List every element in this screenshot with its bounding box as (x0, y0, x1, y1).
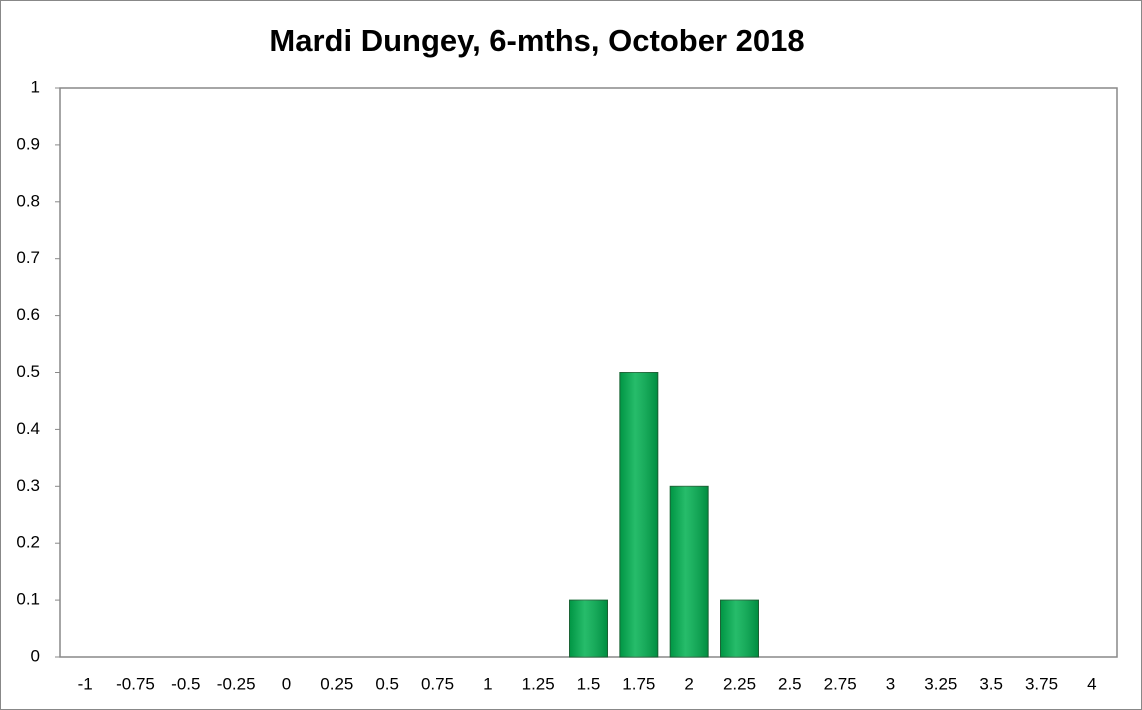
x-tick-label: 1.75 (622, 674, 655, 693)
x-tick-label: -0.25 (217, 674, 256, 693)
x-tick-label: 3.5 (979, 674, 1003, 693)
x-tick-label: 3.75 (1025, 674, 1058, 693)
x-tick-label: 1 (483, 674, 492, 693)
x-tick-label: 2 (684, 674, 693, 693)
x-tick-label: 4 (1087, 674, 1096, 693)
x-tick-label: 0 (282, 674, 291, 693)
y-tick-label: 0.6 (16, 305, 40, 324)
y-tick-label: 0.3 (16, 476, 40, 495)
x-tick-label: 3.25 (924, 674, 957, 693)
y-tick-label: 0.4 (16, 419, 40, 438)
bar (720, 599, 759, 658)
y-tick-label: 0.1 (16, 590, 40, 609)
x-tick-label: 0.25 (320, 674, 353, 693)
y-tick-label: 0.7 (16, 248, 40, 267)
bar (569, 599, 608, 658)
y-tick-label: 1 (31, 77, 40, 96)
x-tick-label: 2.25 (723, 674, 756, 693)
x-tick-label: 1.25 (522, 674, 555, 693)
y-tick-label: 0 (31, 646, 40, 665)
x-tick-label: 2.5 (778, 674, 802, 693)
bar (669, 485, 709, 658)
y-tick-label: 0.9 (16, 134, 40, 153)
bar (619, 372, 659, 658)
y-tick-label: 0.8 (16, 191, 40, 210)
x-tick-label: -1 (78, 674, 93, 693)
x-tick-label: 3 (886, 674, 895, 693)
x-tick-label: -0.75 (116, 674, 155, 693)
x-tick-label: -0.5 (171, 674, 200, 693)
chart-title: Mardi Dungey, 6-mths, October 2018 (269, 23, 804, 58)
x-tick-label: 0.75 (421, 674, 454, 693)
x-tick-label: 1.5 (577, 674, 601, 693)
y-tick-label: 0.2 (16, 533, 40, 552)
y-tick-label: 0.5 (16, 362, 40, 381)
x-tick-label: 0.5 (375, 674, 399, 693)
x-tick-label: 2.75 (824, 674, 857, 693)
